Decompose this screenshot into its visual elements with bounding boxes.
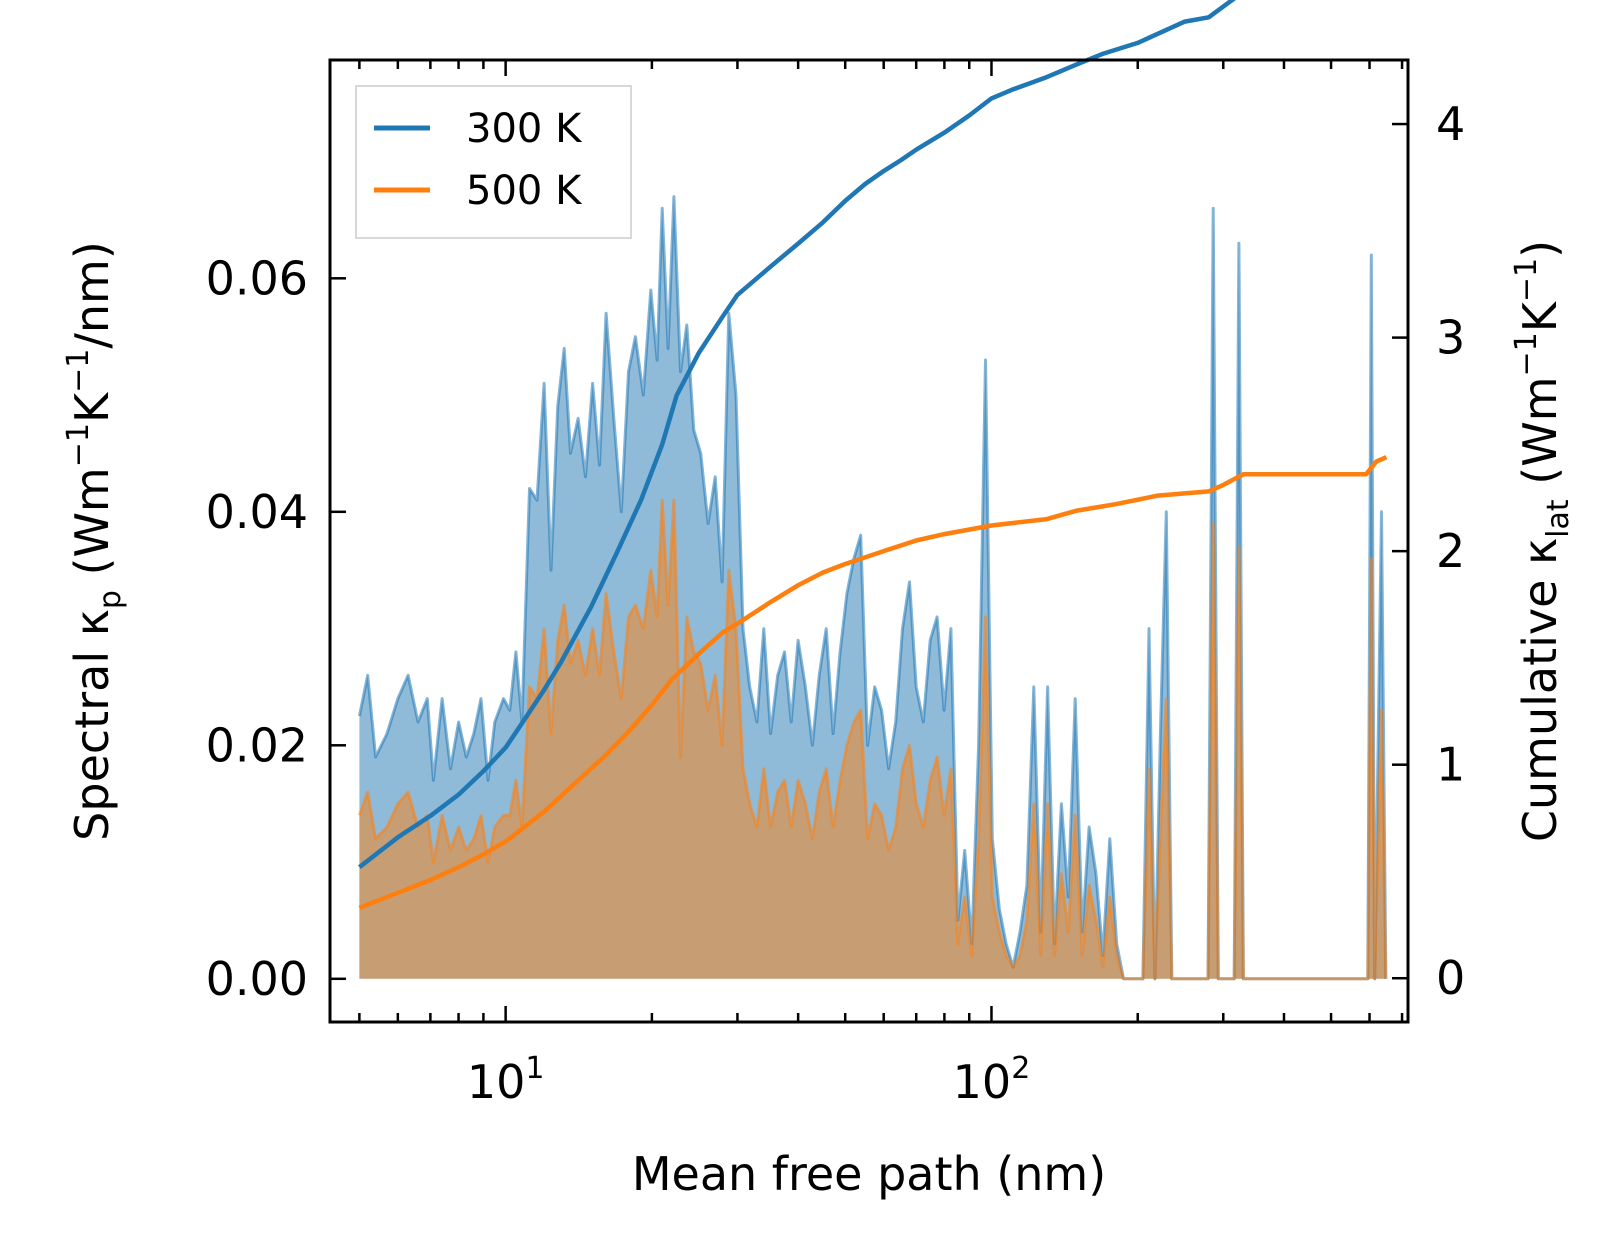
left-tick-label-1: 0.02 <box>206 718 308 772</box>
spectral-area-500k <box>359 500 1386 979</box>
x-axis-title: Mean free path (nm) <box>632 1147 1106 1201</box>
spectral-line-500k <box>357 498 1388 981</box>
x-tick-label-10: 101 <box>467 1051 545 1109</box>
cumulative-line-500k <box>358 455 1388 910</box>
cumulative-line-300k <box>358 0 1236 869</box>
right-tick-label-4: 4 <box>1436 97 1465 151</box>
legend-label-300k: 300 K <box>466 106 583 152</box>
x-tick-label-100: 102 <box>953 1051 1031 1109</box>
right-tick-label-1: 1 <box>1436 738 1465 792</box>
right-tick-label-3: 3 <box>1436 311 1465 365</box>
right-axis-title: Cumulative κlat (Wm−1K−1) <box>1509 240 1576 842</box>
spectral-lines <box>357 195 1388 981</box>
cumulative-lines <box>358 0 1388 910</box>
right-tick-label-0: 0 <box>1436 951 1465 1005</box>
left-tick-label-0: 0.00 <box>206 952 308 1006</box>
legend: 300 K 500 K <box>355 85 632 239</box>
spectral-line-300k <box>357 195 1388 981</box>
plot-frame <box>328 58 1410 1024</box>
legend-box <box>355 85 632 239</box>
left-axis-title: Spectral κp (Wm−1K−1/nm) <box>61 241 128 841</box>
left-tick-label-3: 0.06 <box>206 251 308 305</box>
spectral-fill-areas <box>359 196 1386 979</box>
legend-label-500k: 500 K <box>466 168 583 214</box>
axis-ticks <box>330 60 1408 1022</box>
right-tick-label-2: 2 <box>1436 524 1465 578</box>
left-tick-label-2: 0.04 <box>206 485 308 539</box>
